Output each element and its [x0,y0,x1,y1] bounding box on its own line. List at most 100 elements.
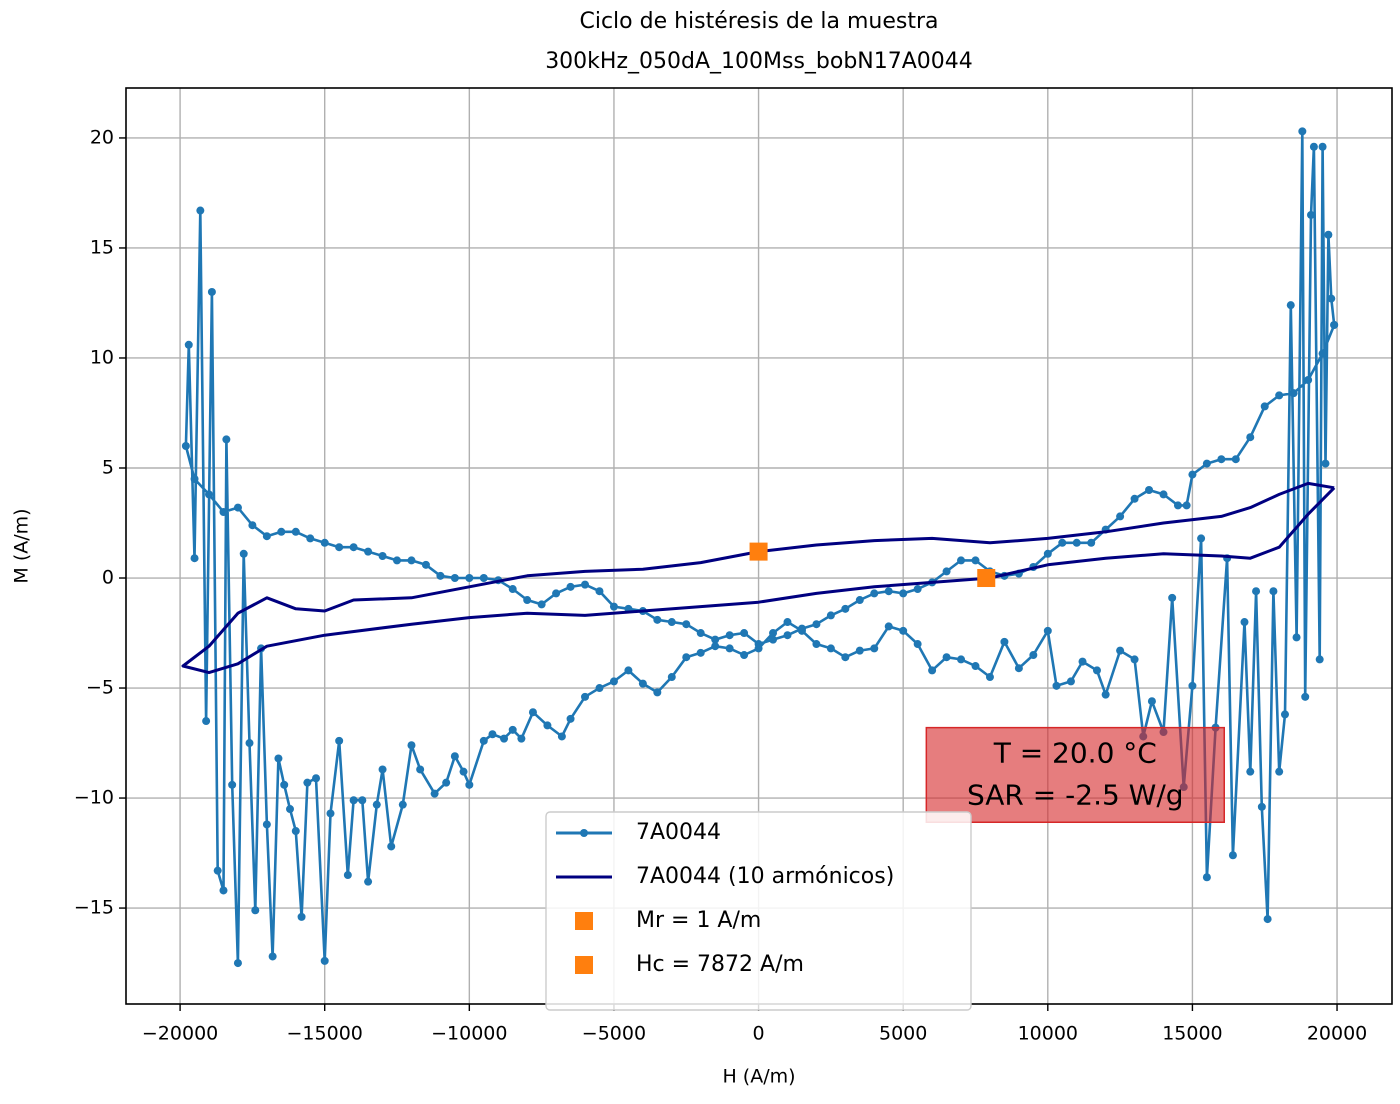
point [1280,710,1289,719]
point [942,567,951,576]
point [219,886,228,895]
point [1275,391,1284,400]
point [274,754,283,763]
point [609,677,618,686]
point [239,549,248,558]
x-tick-label: 10000 [1018,1023,1078,1045]
point [884,587,893,596]
point [1217,455,1226,464]
point [1324,230,1333,239]
point [488,730,497,739]
point [1275,767,1284,776]
point [769,635,778,644]
point [190,554,199,563]
point [1269,587,1278,596]
point [899,626,908,635]
point [855,646,864,655]
point [320,956,329,965]
point [285,805,294,814]
point [928,666,937,675]
point [543,721,552,730]
legend-marker [580,829,588,837]
point [812,620,821,629]
point [1147,697,1156,706]
point [421,560,430,569]
point [1092,666,1101,675]
point [1078,657,1087,666]
point [378,552,387,561]
point [335,736,344,745]
point [465,780,474,789]
point [537,600,546,609]
point [711,642,720,651]
x-tick-label: 20000 [1307,1023,1367,1045]
y-axis-label: M (A/m) [11,508,33,583]
point [711,635,720,644]
point [233,959,242,968]
point [523,596,532,605]
point [783,618,792,627]
point [1315,655,1324,664]
point [1307,210,1316,219]
point [372,800,381,809]
point [228,780,237,789]
point [262,532,271,541]
point [557,732,566,741]
point [1058,538,1067,547]
y-tick-label: −15 [74,897,114,919]
point [1116,646,1125,655]
point [1231,455,1240,464]
point [184,340,193,349]
point [1246,767,1255,776]
point [1289,389,1298,398]
point [653,688,662,697]
point [407,741,416,750]
point [248,521,257,530]
y-tick-label: 20 [90,126,114,148]
point [1202,873,1211,882]
point [1101,690,1110,699]
point [740,629,749,638]
point [682,620,691,629]
legend-label: Mr = 1 A/m [636,908,761,933]
y-tick-label: 0 [102,567,114,589]
point [291,827,300,836]
point [393,556,402,565]
point [1087,538,1096,547]
point [1304,375,1313,384]
point [508,725,517,734]
y-tick-label: 15 [90,236,114,258]
point [638,679,647,688]
series [977,569,996,588]
point [508,585,517,594]
point [1173,501,1182,510]
annotation-text: SAR = -2.5 W/g [967,779,1184,812]
point [769,629,778,638]
point [725,644,734,653]
x-tick-label: −15000 [287,1023,363,1045]
point [740,651,749,660]
point [1043,549,1052,558]
point [320,538,329,547]
point [291,527,300,536]
series [181,127,1339,968]
point [826,644,835,653]
point [326,809,335,818]
point [725,631,734,640]
point [1000,637,1009,646]
point [624,666,633,675]
point [430,789,439,798]
point [1182,501,1191,510]
point [783,631,792,640]
point [1260,402,1269,411]
point [1257,802,1266,811]
point [387,842,396,851]
point [196,206,205,215]
point [667,618,676,627]
legend-box [545,811,972,1011]
point [450,752,459,761]
series [749,542,768,561]
legend-marker [575,912,593,930]
point [884,622,893,631]
